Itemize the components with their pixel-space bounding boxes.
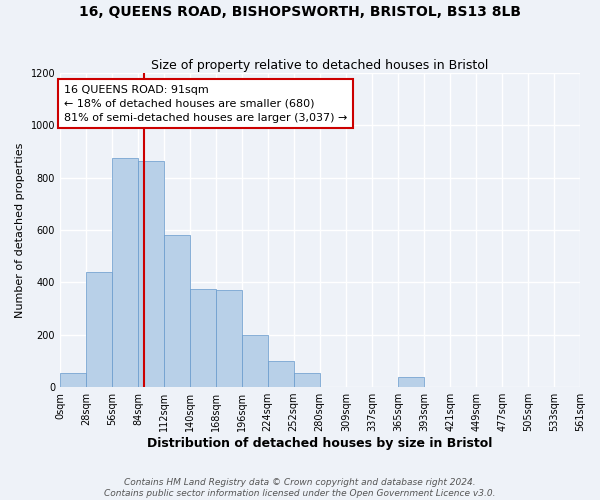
Text: Contains HM Land Registry data © Crown copyright and database right 2024.
Contai: Contains HM Land Registry data © Crown c… <box>104 478 496 498</box>
Bar <box>398 376 424 387</box>
Bar <box>268 361 293 387</box>
Bar <box>138 161 164 387</box>
Bar <box>242 335 268 387</box>
Y-axis label: Number of detached properties: Number of detached properties <box>15 142 25 318</box>
Bar <box>60 372 86 387</box>
Bar <box>112 158 138 387</box>
Text: 16 QUEENS ROAD: 91sqm
← 18% of detached houses are smaller (680)
81% of semi-det: 16 QUEENS ROAD: 91sqm ← 18% of detached … <box>64 85 347 123</box>
Text: 16, QUEENS ROAD, BISHOPSWORTH, BRISTOL, BS13 8LB: 16, QUEENS ROAD, BISHOPSWORTH, BRISTOL, … <box>79 5 521 19</box>
X-axis label: Distribution of detached houses by size in Bristol: Distribution of detached houses by size … <box>148 437 493 450</box>
Bar <box>86 272 112 387</box>
Bar <box>216 290 242 387</box>
Bar <box>164 236 190 387</box>
Bar <box>293 372 320 387</box>
Title: Size of property relative to detached houses in Bristol: Size of property relative to detached ho… <box>151 59 489 72</box>
Bar <box>190 289 216 387</box>
